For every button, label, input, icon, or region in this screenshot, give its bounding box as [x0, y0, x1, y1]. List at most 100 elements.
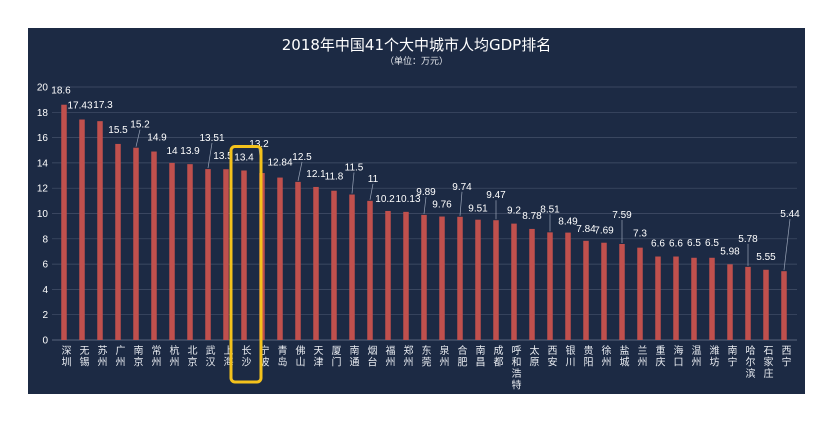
x-tick-label: 武汉	[203, 345, 214, 368]
x-tick-label: 烟台	[365, 345, 376, 368]
bar-16	[331, 190, 337, 340]
bar-value-label: 9.89	[416, 187, 436, 198]
x-tick-label: 潍坊	[707, 345, 718, 368]
bar-value-label: 18.6	[51, 86, 71, 97]
x-tick-label: 泉州	[437, 345, 448, 368]
x-tick-label: 福州	[383, 345, 394, 368]
bar-21	[421, 214, 427, 340]
x-tick-label: 太原	[527, 345, 538, 368]
bar-25	[493, 220, 499, 340]
bar-value-label: 15.5	[108, 125, 128, 136]
bar-value-label: 5.78	[738, 234, 758, 245]
bar-7	[169, 162, 175, 340]
y-tick-label: 18	[37, 108, 49, 119]
y-tick-label: 12	[37, 184, 49, 195]
bar-34	[655, 256, 661, 340]
bar-13	[277, 177, 283, 340]
leader-line	[783, 219, 791, 271]
bar-value-label: 12.5	[292, 152, 312, 163]
bar-33	[637, 247, 643, 340]
bar-38	[727, 264, 733, 340]
bar-value-label: 5.98	[720, 246, 740, 257]
bar-20	[403, 211, 409, 340]
x-tick-label: 南昌	[473, 345, 484, 368]
bar-2	[79, 119, 85, 340]
leader-line	[351, 172, 355, 194]
bar-value-label: 7.69	[594, 226, 614, 237]
y-tick-label: 14	[37, 158, 49, 169]
bar-3	[97, 121, 103, 340]
bar-41	[781, 271, 787, 340]
bar-value-label: 5.44	[780, 209, 800, 220]
x-tick-label: 西安	[545, 345, 556, 368]
bar-17	[349, 194, 355, 340]
bar-value-label: 17.3	[93, 100, 113, 111]
bar-value-label: 11.8	[325, 172, 344, 183]
bar-value-label: 8.49	[558, 217, 578, 228]
bar-23	[457, 216, 463, 340]
bar-value-label: 9.47	[486, 190, 506, 201]
bar-24	[475, 219, 481, 340]
bar-value-label: 9.74	[452, 182, 472, 193]
bar-11	[241, 170, 247, 340]
x-tick-label: 北京	[185, 345, 196, 368]
chart-title: 2018年中国41个大中城市人均GDP排名	[281, 36, 552, 54]
x-tick-label: 南京	[131, 345, 142, 368]
bar-8	[187, 164, 193, 340]
x-tick-label: 重庆	[653, 345, 664, 368]
x-tick-label: 天津	[311, 345, 322, 368]
x-tick-label: 杭州	[167, 345, 178, 368]
x-tick-label: 东莞	[419, 345, 430, 368]
bar-value-label: 9.51	[468, 204, 488, 215]
x-tick-label: 郑州	[401, 345, 412, 368]
leader-line	[423, 196, 427, 214]
x-tick-label: 无锡	[77, 345, 88, 368]
bar-value-label: 8.51	[540, 204, 560, 215]
bar-value-label: 9.76	[432, 200, 452, 211]
x-tick-label: 徐州	[599, 345, 610, 368]
y-tick-label: 20	[37, 83, 49, 94]
bar-18	[367, 200, 373, 340]
bar-value-label: 6.5	[687, 238, 701, 249]
y-tick-label: 10	[37, 209, 49, 220]
bar-value-label: 7.84	[576, 224, 596, 235]
bar-value-label: 7.3	[633, 229, 647, 240]
bar-value-label: 6.5	[705, 238, 719, 249]
bar-value-label: 17.43	[67, 101, 92, 112]
x-tick-label: 哈尔滨	[743, 345, 754, 380]
y-tick-label: 4	[42, 285, 48, 296]
x-tick-label: 温州	[689, 345, 700, 368]
bar-value-label: 11.5	[345, 163, 364, 174]
highlight-box	[229, 144, 263, 384]
bar-value-label: 8.78	[522, 211, 542, 222]
x-tick-label: 苏州	[95, 345, 106, 368]
bar-31	[601, 242, 607, 340]
leader-line	[297, 161, 303, 181]
x-tick-label: 成都	[491, 345, 502, 368]
bar-4	[115, 143, 121, 340]
bar-value-label: 13.9	[180, 146, 200, 157]
bar-value-label: 5.55	[756, 252, 776, 263]
bar-36	[691, 257, 697, 340]
bar-9	[205, 169, 211, 340]
x-tick-label: 海口	[671, 345, 682, 368]
x-tick-label: 银川	[563, 345, 574, 368]
x-tick-label: 厦门	[329, 345, 340, 368]
bar-value-label: 6.6	[651, 239, 665, 250]
x-tick-label: 合肥	[455, 345, 466, 368]
bar-value-label: 10.13	[395, 194, 420, 205]
x-tick-label: 西宁	[779, 345, 790, 368]
x-tick-label: 呼和浩特	[509, 345, 520, 391]
bar-value-label: 13.2	[249, 139, 269, 150]
leader-line	[459, 191, 463, 216]
bar-6	[151, 151, 157, 340]
x-tick-label: 南宁	[725, 345, 736, 368]
x-tick-label: 佛山	[293, 345, 304, 368]
x-tick-label: 贵阳	[581, 345, 592, 368]
x-tick-label: 上海	[221, 345, 232, 368]
x-tick-label: 广州	[113, 345, 124, 368]
bar-value-label: 14	[166, 146, 178, 157]
